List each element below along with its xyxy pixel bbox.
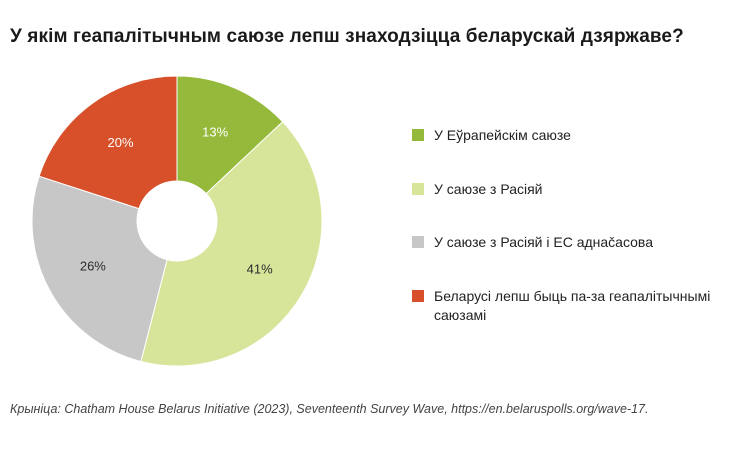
slice-value-label: 41% [247,261,273,276]
legend-label: У Еўрапейскім саюзе [434,127,571,143]
slice-value-label: 26% [80,259,106,274]
slice-value-label: 20% [108,135,134,150]
pie-slice [176,75,284,195]
legend-swatch [412,183,424,195]
chart-title: У якім геапалітычным саюзе лепш знаходзі… [10,26,684,47]
legend-item-neutral: Беларусі лепш быць па-за геапалітычнымі … [412,287,722,325]
pie-slice [38,75,178,210]
legend-swatch [412,290,424,302]
pie-slice [140,121,323,367]
legend-item-eu: У Еўрапейскім саюзе [412,126,722,145]
legend-swatch [412,129,424,141]
slice-value-label: 13% [202,124,228,139]
legend-label: У саюзе з Расіяй і ЕС аднačасова [434,234,653,250]
pie-slice [31,175,168,363]
source-note: Крыніца: Chatham House Belarus Initiativ… [10,402,649,416]
legend-label: Беларусі лепш быць па-за геапалітычнымі … [434,288,711,323]
legend-item-russia: У саюзе з Расіяй [412,180,722,199]
legend: У Еўрапейскім саюзе У саюзе з Расіяй У с… [412,126,722,325]
legend-swatch [412,236,424,248]
legend-item-both: У саюзе з Расіяй і ЕС аднačасова [412,233,722,252]
legend-label: У саюзе з Расіяй [434,181,543,197]
